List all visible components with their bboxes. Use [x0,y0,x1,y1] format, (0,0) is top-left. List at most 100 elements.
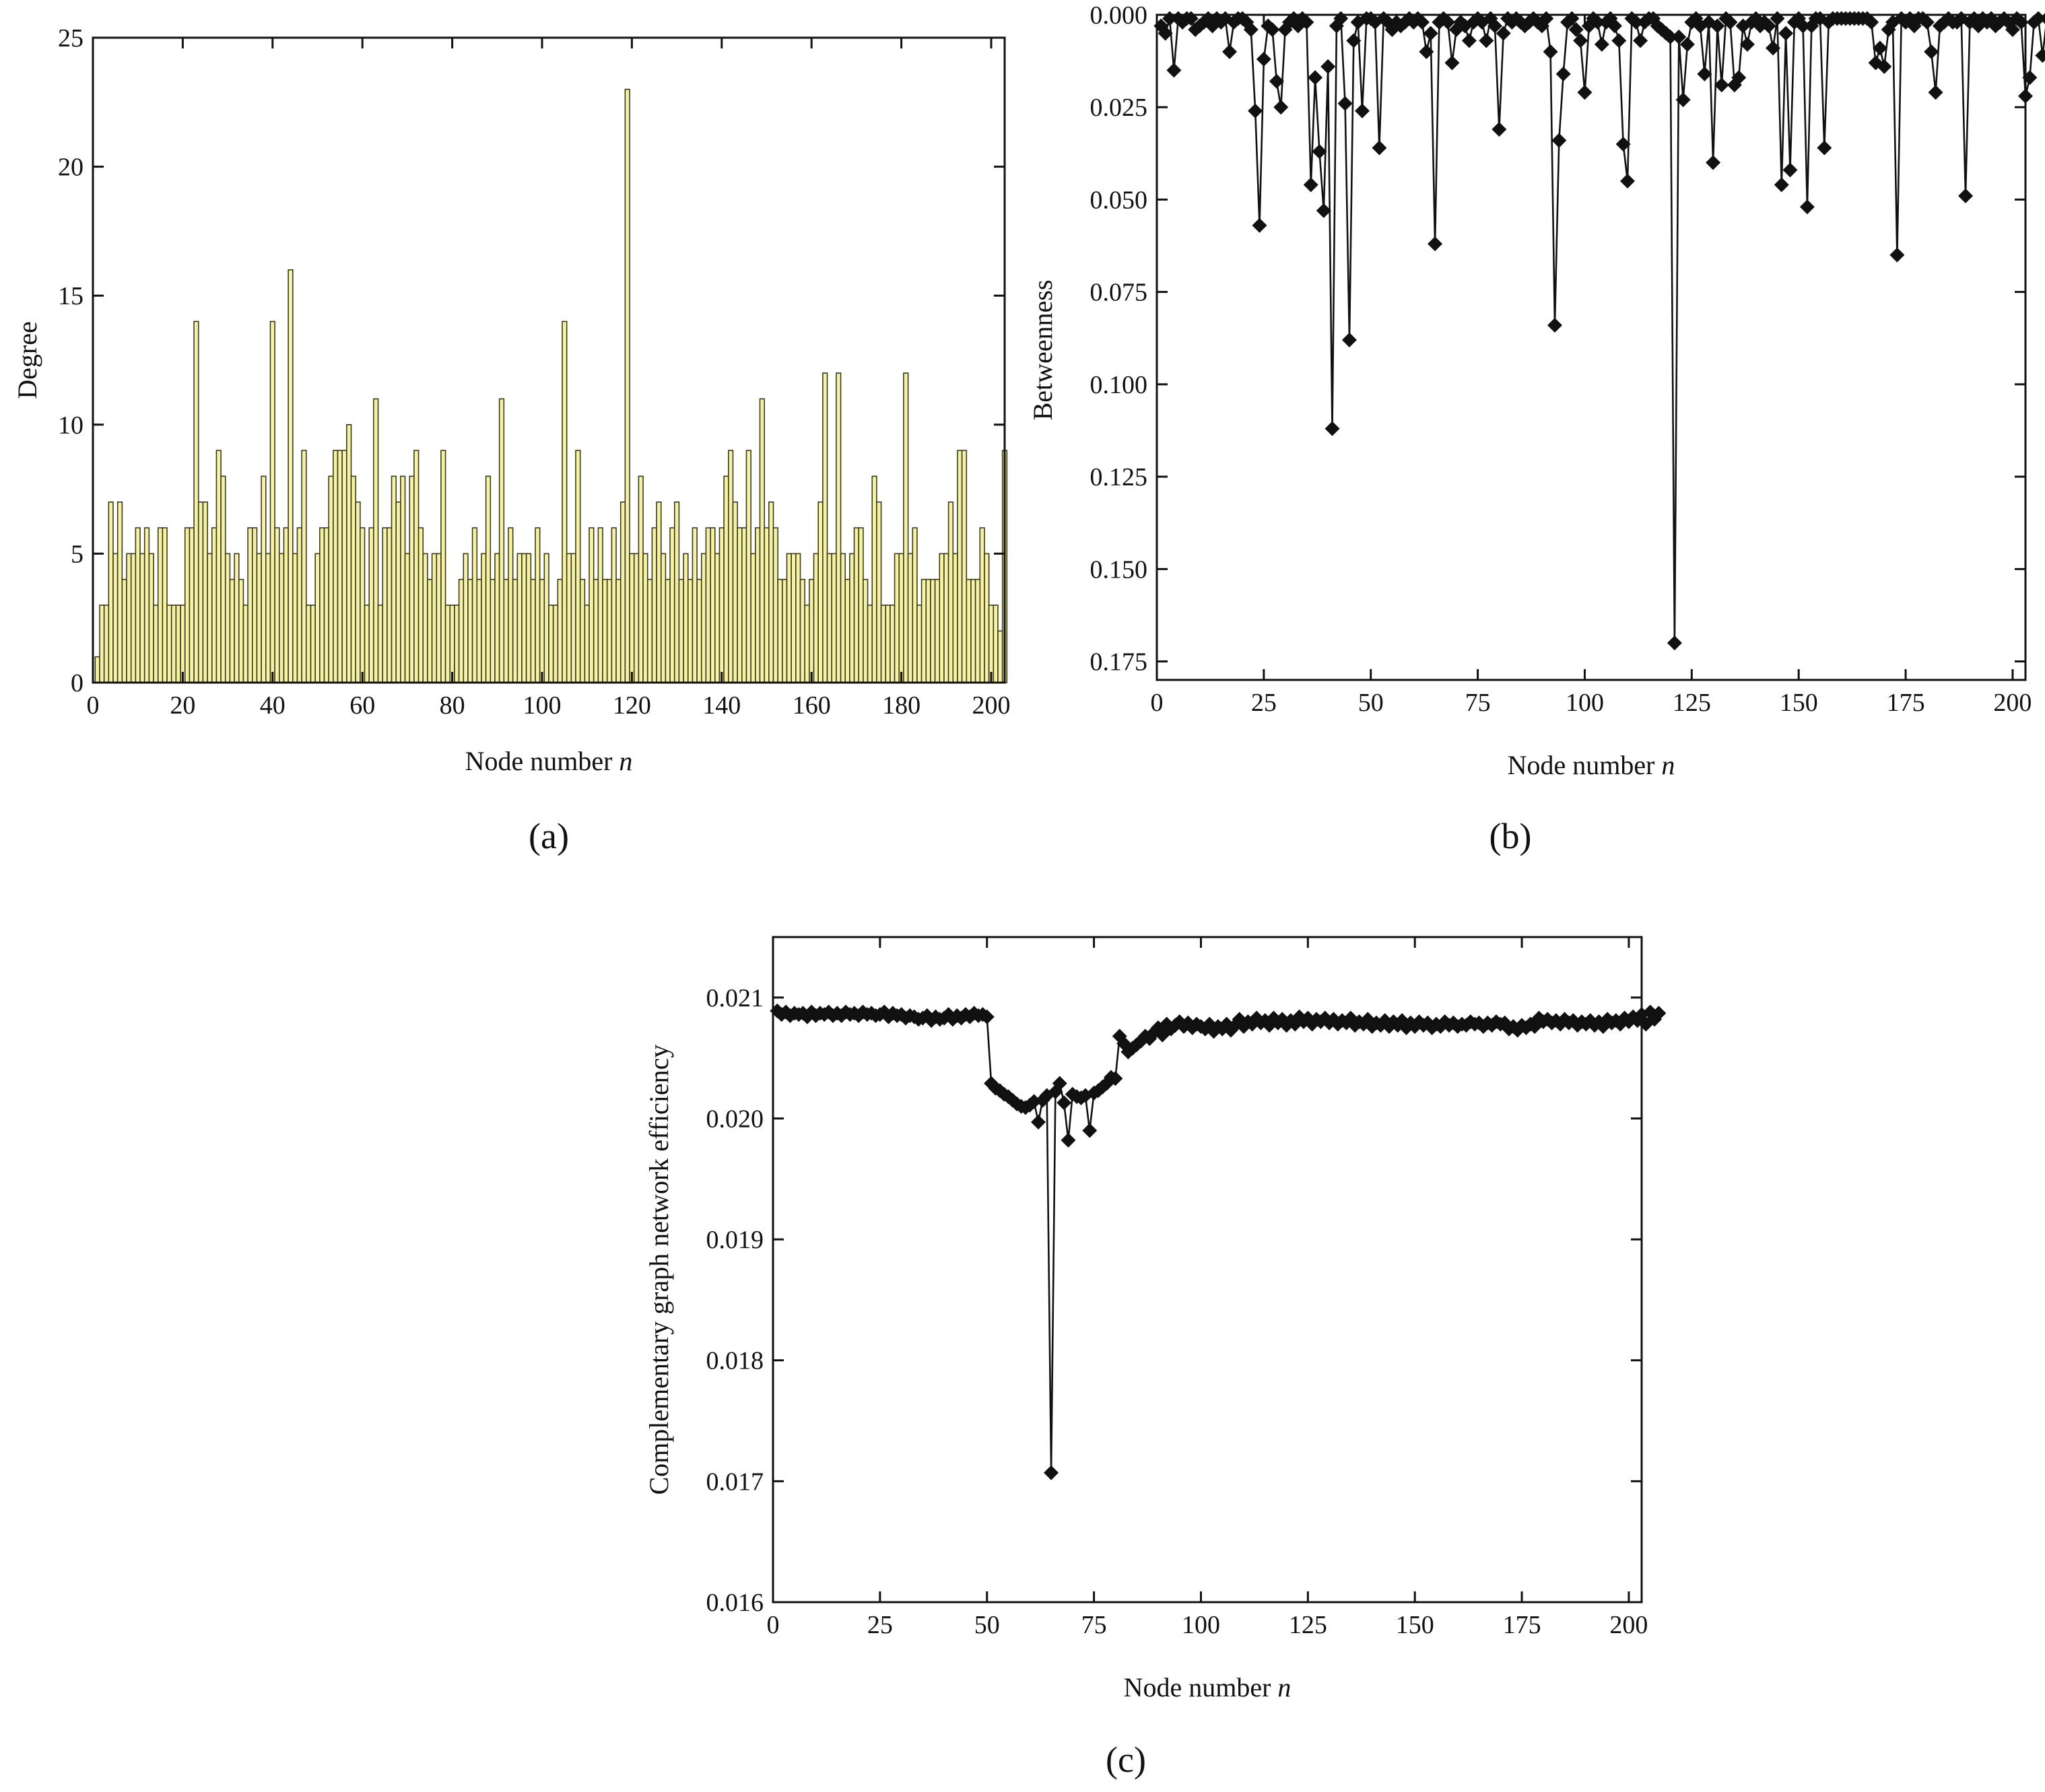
panel-b-ytick-label: 0.000 [1090,1,1148,30]
degree-bar [700,553,707,683]
degree-bar [562,320,568,683]
degree-bar [876,501,882,683]
panel-a-xtick-label: 200 [972,691,1010,720]
degree-bar [535,527,541,683]
degree-bar [755,527,761,683]
panel-a-ytick-label: 10 [58,411,83,440]
betweenness-point [1667,635,1682,651]
betweenness-point [1350,14,1366,30]
degree-bar [920,578,927,683]
degree-bar [247,527,253,683]
degree-bar [799,578,805,683]
degree-bar [597,527,603,683]
degree-bar [215,450,222,683]
degree-bar [395,501,401,683]
betweenness-point [1269,73,1284,89]
degree-bar [139,553,145,683]
degree-bar [795,553,801,683]
panel-c-xtick-label: 0 [767,1611,780,1639]
degree-bar [566,553,572,683]
betweenness-point [1414,14,1430,30]
degree-bar [400,475,406,683]
betweenness-point [1175,14,1191,30]
degree-bar [242,605,248,683]
degree-bar [602,578,608,683]
betweenness-point [1423,26,1438,41]
panel-b-xtick-label: 0 [1151,689,1164,717]
panel-b-xtick-label: 150 [1780,689,1818,717]
degree-bar [880,605,887,683]
degree-bar [826,553,833,683]
efficiency-point [1052,1076,1067,1091]
panel-a-xtick-label: 140 [702,691,741,720]
betweenness-point [1248,103,1263,118]
degree-bar [350,475,356,683]
panel-c-ytick-label: 0.020 [706,1105,764,1133]
panel-b-xlabel: Node number n [1508,750,1675,780]
panel-b-xtick-label: 50 [1358,689,1384,717]
degree-bar [476,578,482,683]
betweenness-point [1162,11,1178,26]
betweenness-point [1778,26,1794,41]
degree-bar [840,553,846,683]
betweenness-point [1547,318,1562,333]
betweenness-point [1770,11,1785,26]
degree-bar [368,527,374,683]
betweenness-point [1679,36,1695,52]
panel-b-label: (b) [1489,816,1532,856]
betweenness-point [2031,11,2045,26]
degree-bar [575,450,581,683]
degree-bar [629,553,635,683]
degree-bar [646,578,653,683]
degree-bar [413,450,420,683]
degree-bar [197,501,204,683]
panel-c-xtick-label: 175 [1503,1611,1541,1639]
panel-c-series-line [776,1010,1660,1473]
degree-bar [678,578,684,683]
betweenness-point [1337,96,1353,111]
degree-bar [346,423,352,683]
betweenness-point [2039,13,2045,24]
betweenness-point [1675,92,1691,108]
betweenness-point [1877,59,1892,74]
betweenness-point [1731,70,1747,85]
degree-bar [849,553,855,683]
betweenness-point [1158,26,1173,41]
degree-bar [894,553,900,683]
degree-bar [211,527,217,683]
degree-bar [508,527,514,683]
degree-bar [189,527,195,683]
degree-bar [660,553,667,683]
betweenness-point [1312,144,1327,160]
degree-bar [99,605,105,683]
degree-bar [202,501,208,683]
degree-bar [306,605,312,683]
betweenness-point [1316,203,1331,218]
degree-bar [112,553,119,683]
betweenness-point [1406,14,1421,30]
panel-b-axes: 0 25 50 75 100 125 150 175 200 0.000 0.025 0.050 0.0… [1090,1,2032,717]
betweenness-point [1633,33,1648,48]
degree-bar [970,578,976,683]
betweenness-point [1573,33,1588,48]
degree-bar [170,605,177,683]
betweenness-point [1183,11,1199,26]
degree-bar [714,553,720,683]
degree-bar [364,605,370,683]
betweenness-point [1444,55,1460,71]
panel-a-axes: 0 20 40 60 80 100 120 140 160 180 200 0 5 10 15 20 25 [58,24,1010,720]
degree-bar [143,527,150,683]
betweenness-point [1949,14,1965,30]
degree-bar [579,578,586,683]
panel-b-xtick-label: 25 [1251,689,1277,717]
degree-bar [611,527,617,683]
degree-bar [718,527,725,683]
betweenness-point [1252,217,1267,233]
degree-bar [606,578,613,683]
betweenness-point [2026,14,2042,30]
degree-bar [184,527,191,683]
degree-bar [548,605,554,683]
betweenness-point [1299,14,1314,30]
betweenness-point [1491,122,1507,137]
panel-a-ytick-label: 0 [71,669,83,697]
